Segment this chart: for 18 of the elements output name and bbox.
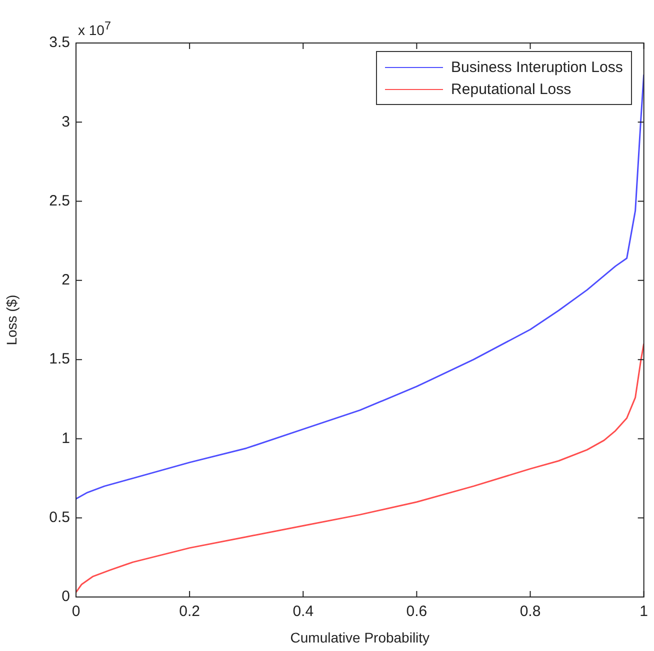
x-tick-label: 0.8 [520,603,541,620]
y-tick-label: 2 [62,272,70,289]
x-tick-label: 0.6 [406,603,428,620]
y-tick-label: 3 [62,113,70,130]
x-axis-title: Cumulative Probability [290,629,430,646]
y-tick-label: 1 [62,430,70,447]
y-tick-label: 3.5 [49,34,70,52]
y-tick-label: 1.5 [49,350,70,368]
text: x 10$^{7}$ [78,19,111,38]
x-tick-label: 0.4 [292,603,314,620]
y-tick-label: 0.5 [49,509,70,526]
x-tick-label: 0.2 [179,603,200,620]
y-axis-title: Loss ($) [3,294,20,346]
y-tick-label: 2.5 [49,192,70,210]
x-tick-label: 1 [640,603,648,620]
y-tick-label: 0 [62,588,70,606]
legend-label: Reputational Loss [451,80,572,98]
legend-label: Business Interuption Loss [451,58,623,76]
